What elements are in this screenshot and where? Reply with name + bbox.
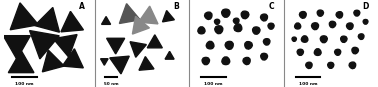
- Text: 100 nm: 100 nm: [299, 82, 318, 86]
- Polygon shape: [347, 23, 353, 29]
- Polygon shape: [336, 12, 342, 18]
- Polygon shape: [107, 38, 125, 54]
- Polygon shape: [233, 18, 239, 24]
- Polygon shape: [354, 10, 360, 16]
- Polygon shape: [3, 36, 30, 59]
- Polygon shape: [101, 59, 108, 65]
- Polygon shape: [130, 42, 146, 57]
- Polygon shape: [204, 12, 212, 19]
- Polygon shape: [102, 17, 111, 24]
- Polygon shape: [138, 6, 158, 24]
- Polygon shape: [292, 37, 296, 41]
- Polygon shape: [110, 56, 129, 74]
- Polygon shape: [294, 23, 301, 29]
- Polygon shape: [8, 50, 34, 73]
- Polygon shape: [206, 41, 214, 49]
- Polygon shape: [243, 57, 250, 65]
- Polygon shape: [225, 41, 233, 49]
- Polygon shape: [301, 36, 308, 42]
- Polygon shape: [215, 26, 223, 34]
- Text: A: A: [79, 2, 85, 11]
- Polygon shape: [306, 62, 312, 69]
- Polygon shape: [10, 3, 39, 30]
- Polygon shape: [363, 19, 368, 24]
- Text: 50 nm: 50 nm: [104, 82, 119, 86]
- Polygon shape: [253, 27, 260, 34]
- Polygon shape: [268, 23, 274, 29]
- Polygon shape: [147, 35, 162, 48]
- Polygon shape: [260, 14, 268, 21]
- Polygon shape: [245, 42, 253, 49]
- Polygon shape: [42, 50, 64, 72]
- Polygon shape: [62, 49, 83, 68]
- Polygon shape: [61, 11, 84, 32]
- Polygon shape: [352, 47, 358, 54]
- Polygon shape: [165, 51, 174, 59]
- Text: 100 nm: 100 nm: [15, 82, 34, 86]
- Polygon shape: [328, 62, 334, 68]
- Polygon shape: [317, 10, 324, 16]
- Polygon shape: [202, 57, 209, 65]
- Polygon shape: [163, 11, 174, 22]
- Polygon shape: [132, 16, 149, 34]
- Polygon shape: [119, 4, 140, 23]
- Polygon shape: [234, 24, 242, 32]
- Polygon shape: [198, 27, 205, 34]
- Polygon shape: [358, 34, 364, 39]
- Polygon shape: [311, 23, 319, 30]
- Polygon shape: [299, 12, 306, 18]
- Text: C: C: [268, 2, 274, 11]
- Polygon shape: [349, 62, 356, 69]
- Polygon shape: [335, 49, 341, 55]
- Polygon shape: [222, 9, 230, 17]
- Polygon shape: [53, 35, 77, 57]
- Polygon shape: [35, 7, 59, 32]
- Polygon shape: [241, 11, 249, 19]
- Polygon shape: [297, 49, 304, 55]
- Polygon shape: [320, 36, 327, 43]
- Polygon shape: [222, 57, 230, 65]
- Polygon shape: [139, 57, 154, 70]
- Polygon shape: [329, 21, 336, 28]
- Polygon shape: [263, 39, 270, 45]
- Text: 100 nm: 100 nm: [204, 82, 223, 86]
- Polygon shape: [314, 49, 321, 55]
- Polygon shape: [29, 31, 59, 59]
- Polygon shape: [341, 36, 347, 42]
- Text: D: D: [363, 2, 369, 11]
- Text: B: B: [174, 2, 180, 11]
- Polygon shape: [214, 19, 220, 24]
- Polygon shape: [261, 53, 268, 60]
